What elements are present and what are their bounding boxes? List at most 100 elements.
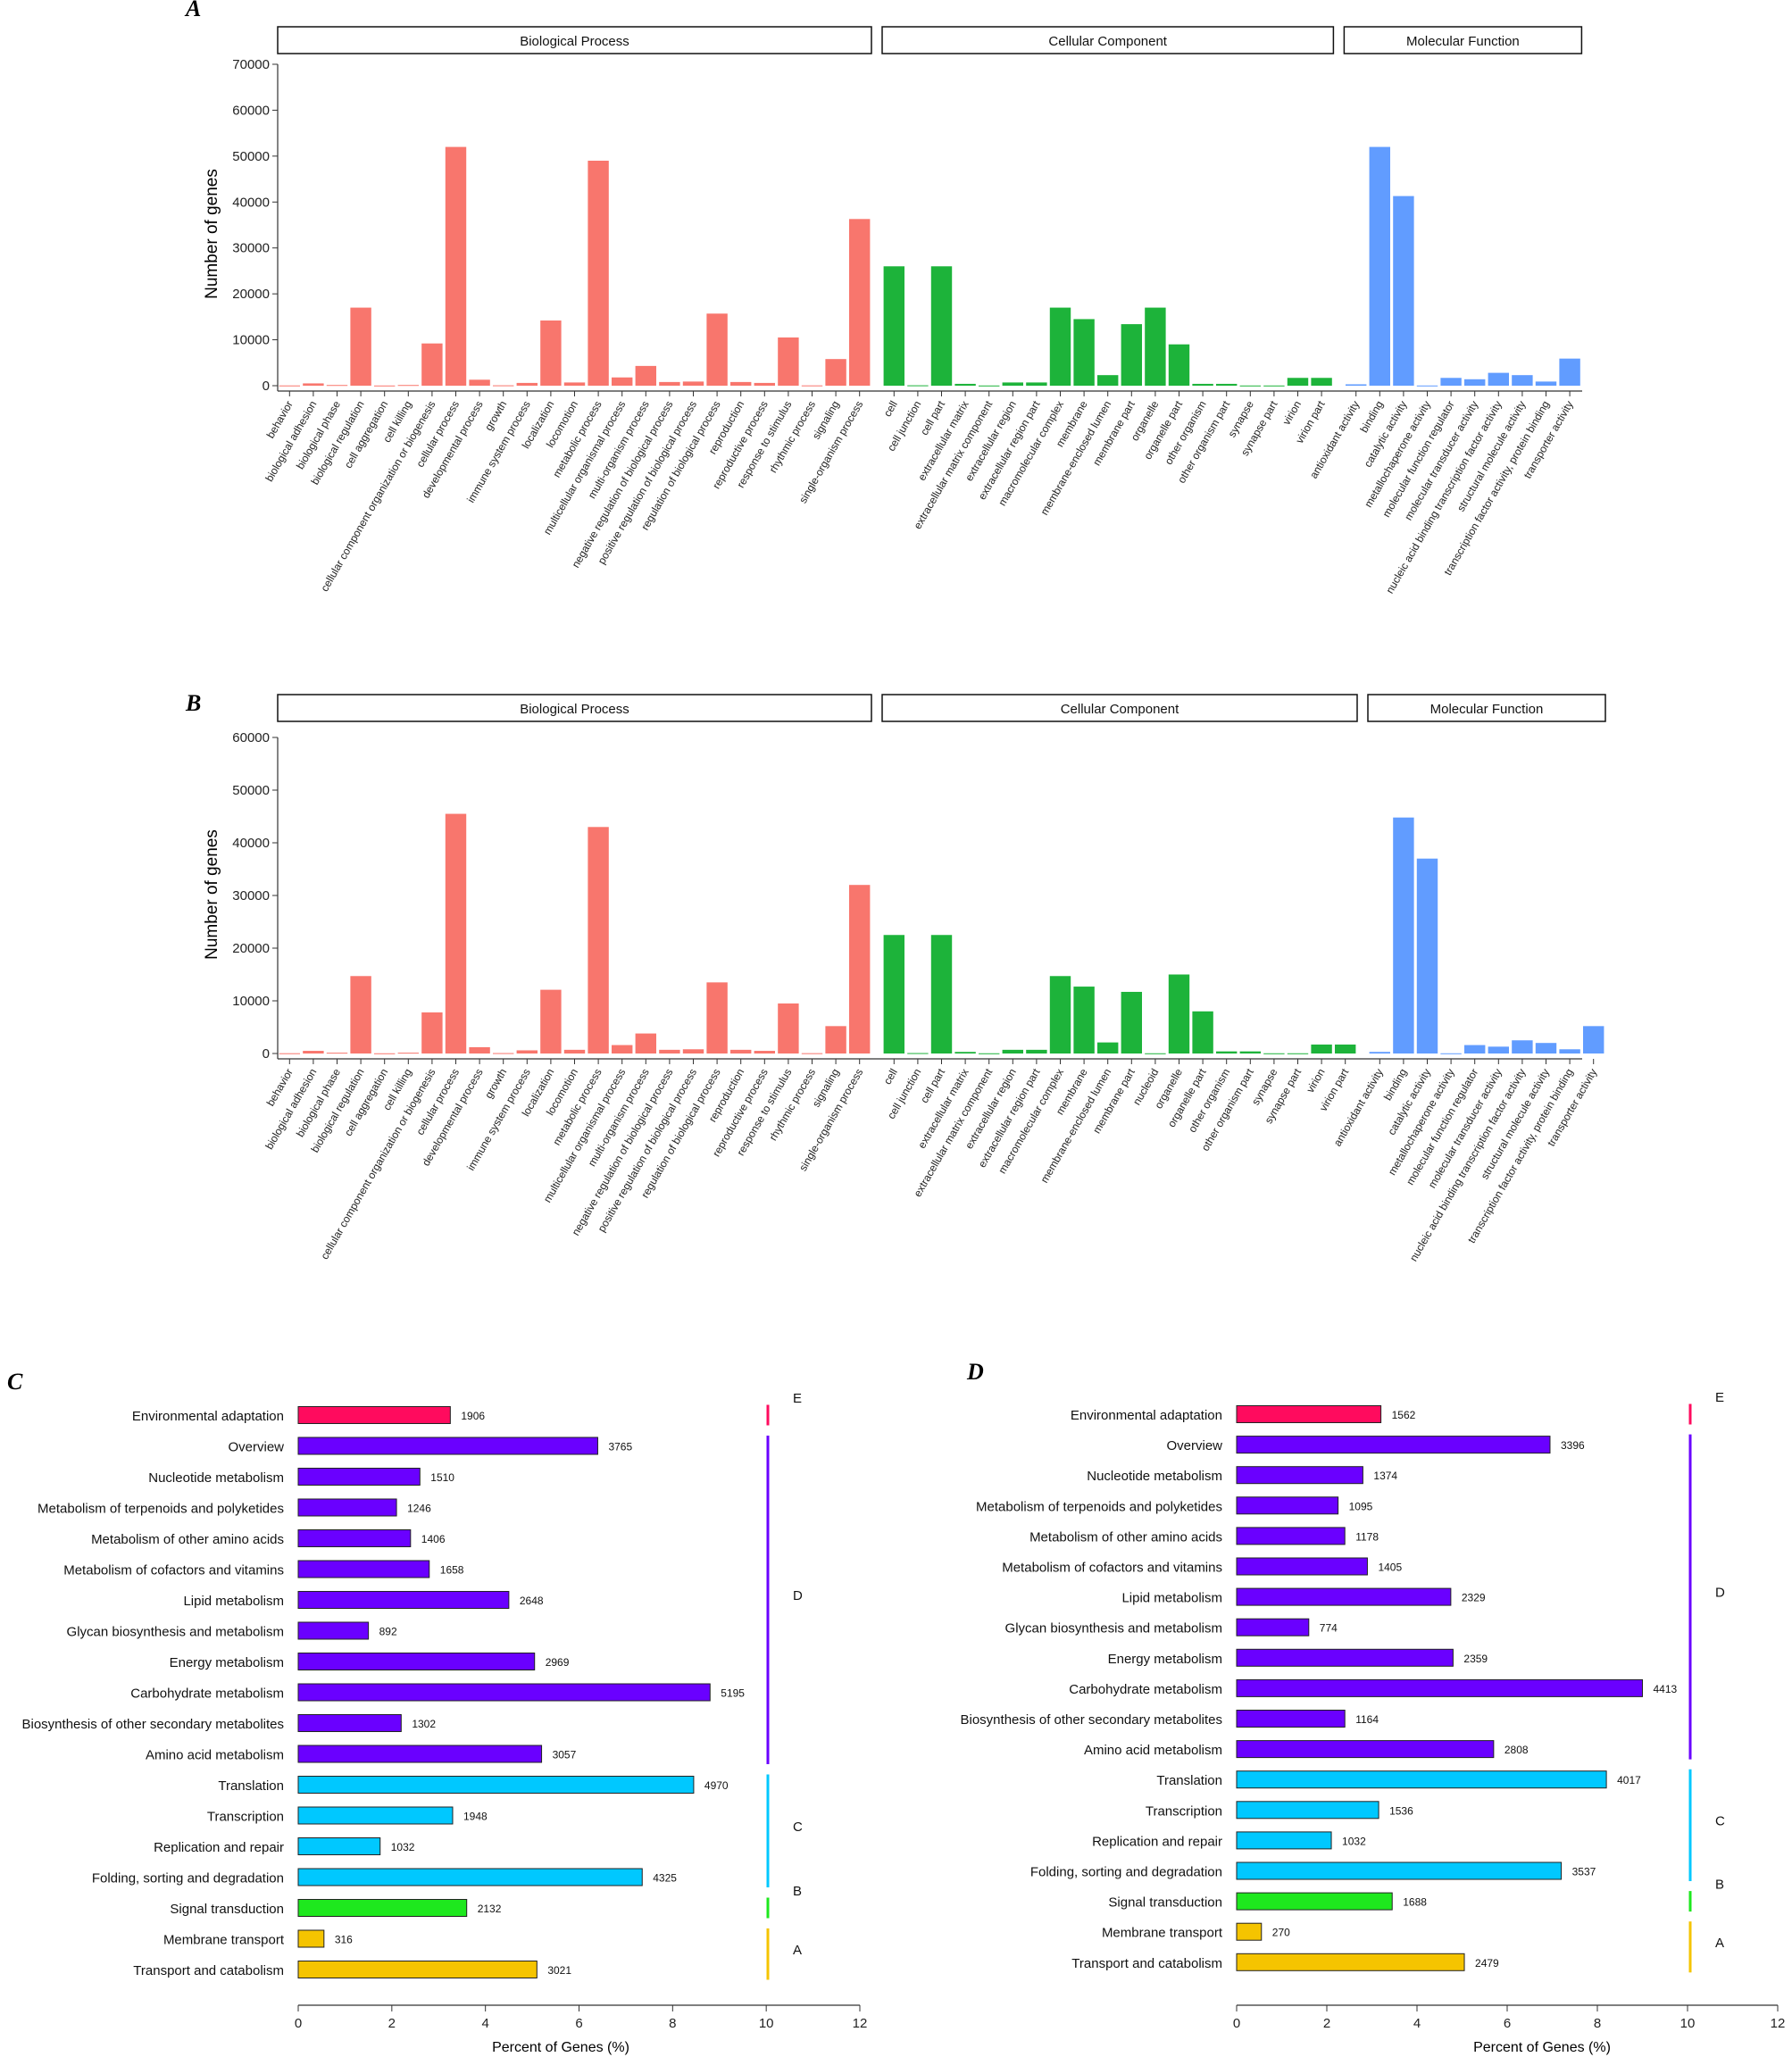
bar-response-to-stimulus bbox=[778, 337, 799, 386]
row-label: Metabolism of terpenoids and polyketides bbox=[38, 1502, 284, 1517]
row-label: Environmental adaptation bbox=[132, 1409, 284, 1424]
y-tick-label: 30000 bbox=[232, 241, 270, 256]
bar-metabolism-of-other-amino-acids bbox=[1236, 1527, 1346, 1545]
panel-a-go-chart: 0 10000 20000 30000 40000 50000 60000 70000 Biol… bbox=[232, 26, 1583, 595]
bar-other-organism bbox=[1215, 1051, 1238, 1053]
bar-metabolism-of-other-amino-acids bbox=[297, 1529, 412, 1547]
x-tick-label: 12 bbox=[853, 2016, 868, 2031]
facet-strip bbox=[1343, 26, 1583, 54]
bar-amino-acid-metabolism bbox=[297, 1745, 543, 1763]
bar-transcription bbox=[1236, 1801, 1379, 1820]
count-label: 1164 bbox=[1355, 1713, 1379, 1726]
bar-locomotion bbox=[563, 1049, 586, 1053]
bar-signaling bbox=[825, 359, 846, 386]
bar-single-organism-process bbox=[848, 885, 871, 1053]
bar-membrane bbox=[1073, 319, 1095, 386]
bar-immune-system-process bbox=[516, 382, 538, 386]
bar-macromolecular-complex bbox=[1049, 307, 1071, 386]
facet-strip-label: Molecular Function bbox=[1406, 34, 1520, 49]
bar-metabolism-of-terpenoids-and-polyketides bbox=[297, 1498, 397, 1517]
count-label: 270 bbox=[1272, 1927, 1290, 1939]
class-label: D bbox=[1715, 1586, 1725, 1601]
bar-amino-acid-metabolism bbox=[1236, 1740, 1495, 1759]
count-label: 1302 bbox=[412, 1718, 436, 1730]
count-label: 1906 bbox=[461, 1410, 485, 1422]
bar-nucleotide-metabolism bbox=[1236, 1466, 1363, 1485]
bar-localization bbox=[540, 989, 562, 1053]
count-label: 892 bbox=[379, 1626, 397, 1638]
bar-metabolism-of-cofactors-and-vitamins bbox=[297, 1560, 430, 1578]
row-label: Translation bbox=[1156, 1773, 1222, 1788]
row-label: Environmental adaptation bbox=[1071, 1408, 1222, 1423]
x-tick-label: cell bbox=[881, 399, 900, 420]
row-label: Metabolism of terpenoids and polyketides bbox=[976, 1499, 1222, 1514]
row-label: Transcription bbox=[207, 1810, 284, 1825]
bar-cell-junction bbox=[907, 385, 929, 387]
bar-organelle bbox=[1168, 974, 1190, 1053]
count-label: 2808 bbox=[1504, 1744, 1529, 1756]
row-label: Replication and repair bbox=[154, 1840, 284, 1855]
facet-strip-label: Biological Process bbox=[520, 34, 629, 49]
bar-developmental-process bbox=[469, 1046, 490, 1053]
y-tick-label: 20000 bbox=[232, 941, 270, 956]
bar-reproductive-process bbox=[754, 382, 776, 386]
bar-structural-molecule-activity bbox=[1512, 375, 1533, 386]
bar-antioxidant-activity bbox=[1345, 384, 1367, 386]
count-label: 1510 bbox=[430, 1471, 454, 1484]
x-tick-label: virion bbox=[1280, 399, 1304, 428]
bar-organelle-part bbox=[1168, 344, 1190, 386]
row-label: Energy metabolism bbox=[1108, 1652, 1222, 1667]
x-tick-label: 0 bbox=[295, 2016, 302, 2031]
y-tick-label: 70000 bbox=[232, 57, 270, 72]
bar-replication-and-repair bbox=[1236, 1831, 1332, 1850]
count-label: 2648 bbox=[520, 1595, 544, 1607]
bar-cell-aggregation bbox=[373, 1053, 396, 1054]
bar-energy-metabolism bbox=[1236, 1648, 1454, 1667]
row-label: Transport and catabolism bbox=[133, 1963, 284, 1978]
bar-molecular-function-regulator bbox=[1463, 1045, 1486, 1053]
row-label: Lipid metabolism bbox=[183, 1594, 284, 1609]
row-label: Amino acid metabolism bbox=[146, 1748, 284, 1763]
bar-membrane bbox=[1073, 987, 1095, 1053]
count-label: 2969 bbox=[546, 1656, 570, 1669]
bar-lipid-metabolism bbox=[1236, 1587, 1452, 1606]
count-label: 3021 bbox=[547, 1964, 571, 1977]
row-label: Biosynthesis of other secondary metaboli… bbox=[961, 1712, 1223, 1728]
facet-strip bbox=[881, 26, 1335, 54]
y-tick-label: 0 bbox=[263, 379, 270, 394]
bar-synapse-part bbox=[1263, 385, 1285, 387]
bar-transcription-factor-activity-protein-binding bbox=[1535, 381, 1557, 386]
x-tick-label: 0 bbox=[1233, 2016, 1240, 2031]
facet-strip bbox=[277, 694, 872, 722]
bar-virion bbox=[1311, 1044, 1332, 1053]
facet-strip bbox=[277, 26, 872, 54]
bar-positive-regulation-of-biological-process bbox=[682, 381, 704, 386]
bar-metabolism-of-cofactors-and-vitamins bbox=[1236, 1557, 1368, 1576]
bar-cell-part bbox=[930, 935, 953, 1053]
bar-carbohydrate-metabolism bbox=[1236, 1678, 1643, 1697]
row-label: Folding, sorting and degradation bbox=[1030, 1865, 1222, 1880]
facet-strip-label: Cellular Component bbox=[1061, 702, 1179, 717]
panel-d-xlabel: Percent of Genes (%) bbox=[1473, 2040, 1611, 2055]
bar-extracellular-region-part bbox=[1026, 1049, 1047, 1053]
count-label: 1032 bbox=[1342, 1835, 1366, 1847]
facet-strip-label: Biological Process bbox=[520, 702, 629, 717]
count-label: 774 bbox=[1320, 1622, 1338, 1635]
class-label: C bbox=[1715, 1813, 1725, 1828]
bar-catalytic-activity bbox=[1416, 858, 1438, 1053]
row-label: Translation bbox=[218, 1778, 284, 1794]
bar-organelle bbox=[1145, 307, 1166, 386]
panel-c-letter: C bbox=[7, 1369, 23, 1395]
bar-nucleotide-metabolism bbox=[297, 1468, 421, 1486]
bar-metabolic-process bbox=[588, 827, 609, 1053]
x-tick-label: 10 bbox=[759, 2016, 774, 2031]
bar-biosynthesis-of-other-secondary-metabolites bbox=[1236, 1710, 1346, 1728]
y-tick-label: 30000 bbox=[232, 888, 270, 904]
count-label: 1246 bbox=[407, 1503, 431, 1515]
bar-extracellular-matrix-component bbox=[978, 385, 1000, 387]
bar-virion-part bbox=[1311, 378, 1332, 386]
count-label: 2359 bbox=[1463, 1653, 1488, 1665]
facet-strip bbox=[881, 694, 1358, 722]
bar-environmental-adaptation bbox=[297, 1406, 451, 1424]
count-label: 2479 bbox=[1475, 1957, 1499, 1970]
